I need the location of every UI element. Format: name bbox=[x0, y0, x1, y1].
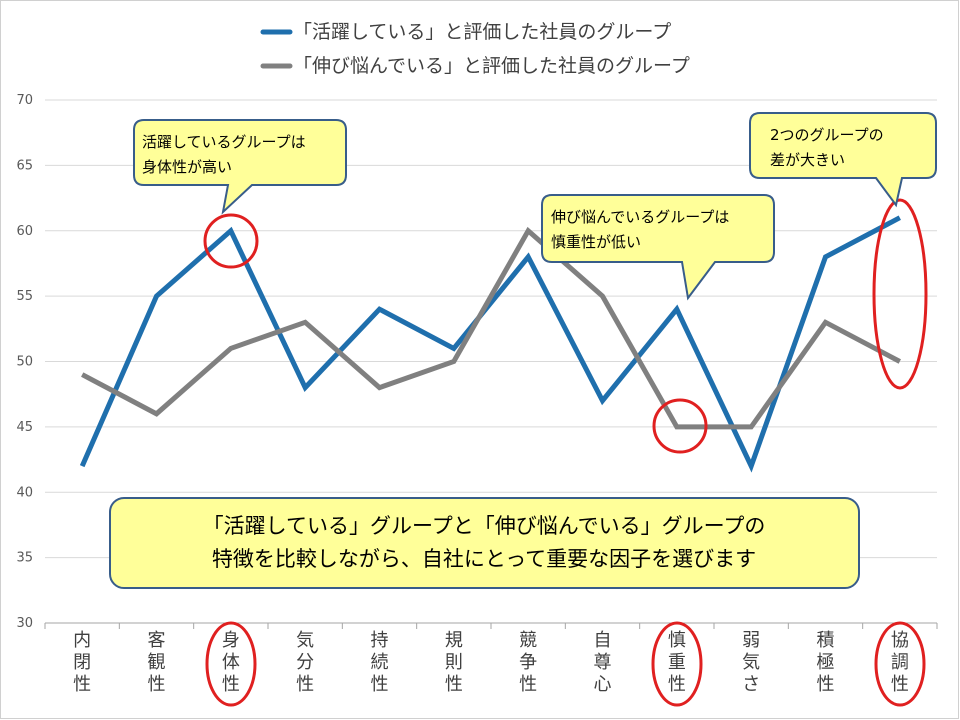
callout-physical: 活躍しているグループは 身体性が高い bbox=[133, 119, 347, 215]
x-tick-label: 内閉性 bbox=[73, 630, 91, 695]
y-tick-label: 60 bbox=[16, 224, 33, 239]
summary-text-line2: 特徴を比較しながら、自社にとって重要な因子を選びます bbox=[212, 547, 756, 571]
y-tick-label: 50 bbox=[16, 355, 33, 370]
summary-text-line1: 「活躍している」グループと「伸び悩んでいる」グループの bbox=[203, 514, 766, 538]
highlight-ellipse-label-cooperative bbox=[874, 621, 926, 707]
callout-text-physical-line2: 身体性が高い bbox=[142, 158, 232, 176]
highlight-circle-cautious-low bbox=[652, 398, 708, 454]
highlight-circles bbox=[203, 198, 928, 707]
legend-label-active: 「活躍している」と評価した社員のグループ bbox=[293, 21, 671, 43]
highlight-circle-physical-peak bbox=[203, 213, 259, 269]
y-tick-label: 45 bbox=[16, 420, 33, 435]
y-tick-label: 65 bbox=[16, 158, 33, 173]
y-tick-label: 30 bbox=[16, 616, 33, 631]
y-tick-label: 35 bbox=[16, 551, 33, 566]
highlight-ellipse-label-cautious bbox=[651, 621, 703, 707]
x-axis: 内閉性 客観性 身体性 気分性 持続性 規則性 競争性 自尊心 慎重性 弱気さ 積極性 協調性 bbox=[44, 623, 938, 695]
callout-text-cautious-line1: 伸び悩んでいるグループは bbox=[551, 208, 729, 226]
series-lines bbox=[79, 215, 901, 473]
legend-label-struggling: 「伸び悩んでいる」と評価した社員のグループ bbox=[293, 55, 690, 77]
summary-box-background bbox=[109, 497, 860, 589]
series-line-1 bbox=[81, 226, 901, 430]
callout-gap: 2つのグループの 差が大きい bbox=[749, 112, 937, 208]
x-tick-label: 持続性 bbox=[371, 630, 389, 695]
legend: 「活躍している」と評価した社員のグループ 「伸び悩んでいる」と評価した社員のグル… bbox=[260, 21, 690, 77]
x-tick-label: 積極性 bbox=[817, 630, 835, 695]
highlight-ellipse-gap bbox=[872, 198, 928, 390]
y-tick-label: 55 bbox=[16, 289, 33, 304]
callout-text-cautious-line2: 慎重性が低い bbox=[551, 233, 641, 251]
x-tick-label: 気分性 bbox=[296, 630, 314, 695]
x-tick-label: 競争性 bbox=[519, 630, 537, 695]
x-tick-label: 慎重性 bbox=[668, 630, 686, 695]
callout-bubble-cautious bbox=[541, 194, 775, 301]
callout-text-gap-line2: 差が大きい bbox=[770, 151, 845, 169]
x-tick-label: 協調性 bbox=[891, 630, 909, 695]
y-tick-label: 40 bbox=[16, 485, 33, 500]
x-tick-label: 身体性 bbox=[222, 630, 240, 695]
summary-box: 「活躍している」グループと「伸び悩んでいる」グループの 特徴を比較しながら、自社… bbox=[109, 497, 860, 589]
x-tick-label: 規則性 bbox=[445, 630, 463, 695]
highlight-ellipse-label-physical bbox=[205, 621, 257, 707]
x-tick-label: 客観性 bbox=[148, 630, 166, 695]
callout-text-gap-line1: 2つのグループの bbox=[770, 126, 884, 144]
y-axis: 30 35 40 45 50 55 60 65 70 bbox=[16, 93, 33, 631]
y-tick-label: 70 bbox=[16, 93, 33, 108]
callout-bubble-physical bbox=[133, 119, 347, 215]
callout-text-physical-line1: 活躍しているグループは bbox=[142, 133, 306, 151]
series-line-0 bbox=[79, 215, 901, 473]
callout-cautious: 伸び悩んでいるグループは 慎重性が低い bbox=[541, 194, 775, 301]
callout-bubble-gap bbox=[749, 112, 937, 208]
x-tick-label: 弱気さ bbox=[742, 630, 760, 695]
x-tick-label: 自尊心 bbox=[594, 630, 612, 695]
